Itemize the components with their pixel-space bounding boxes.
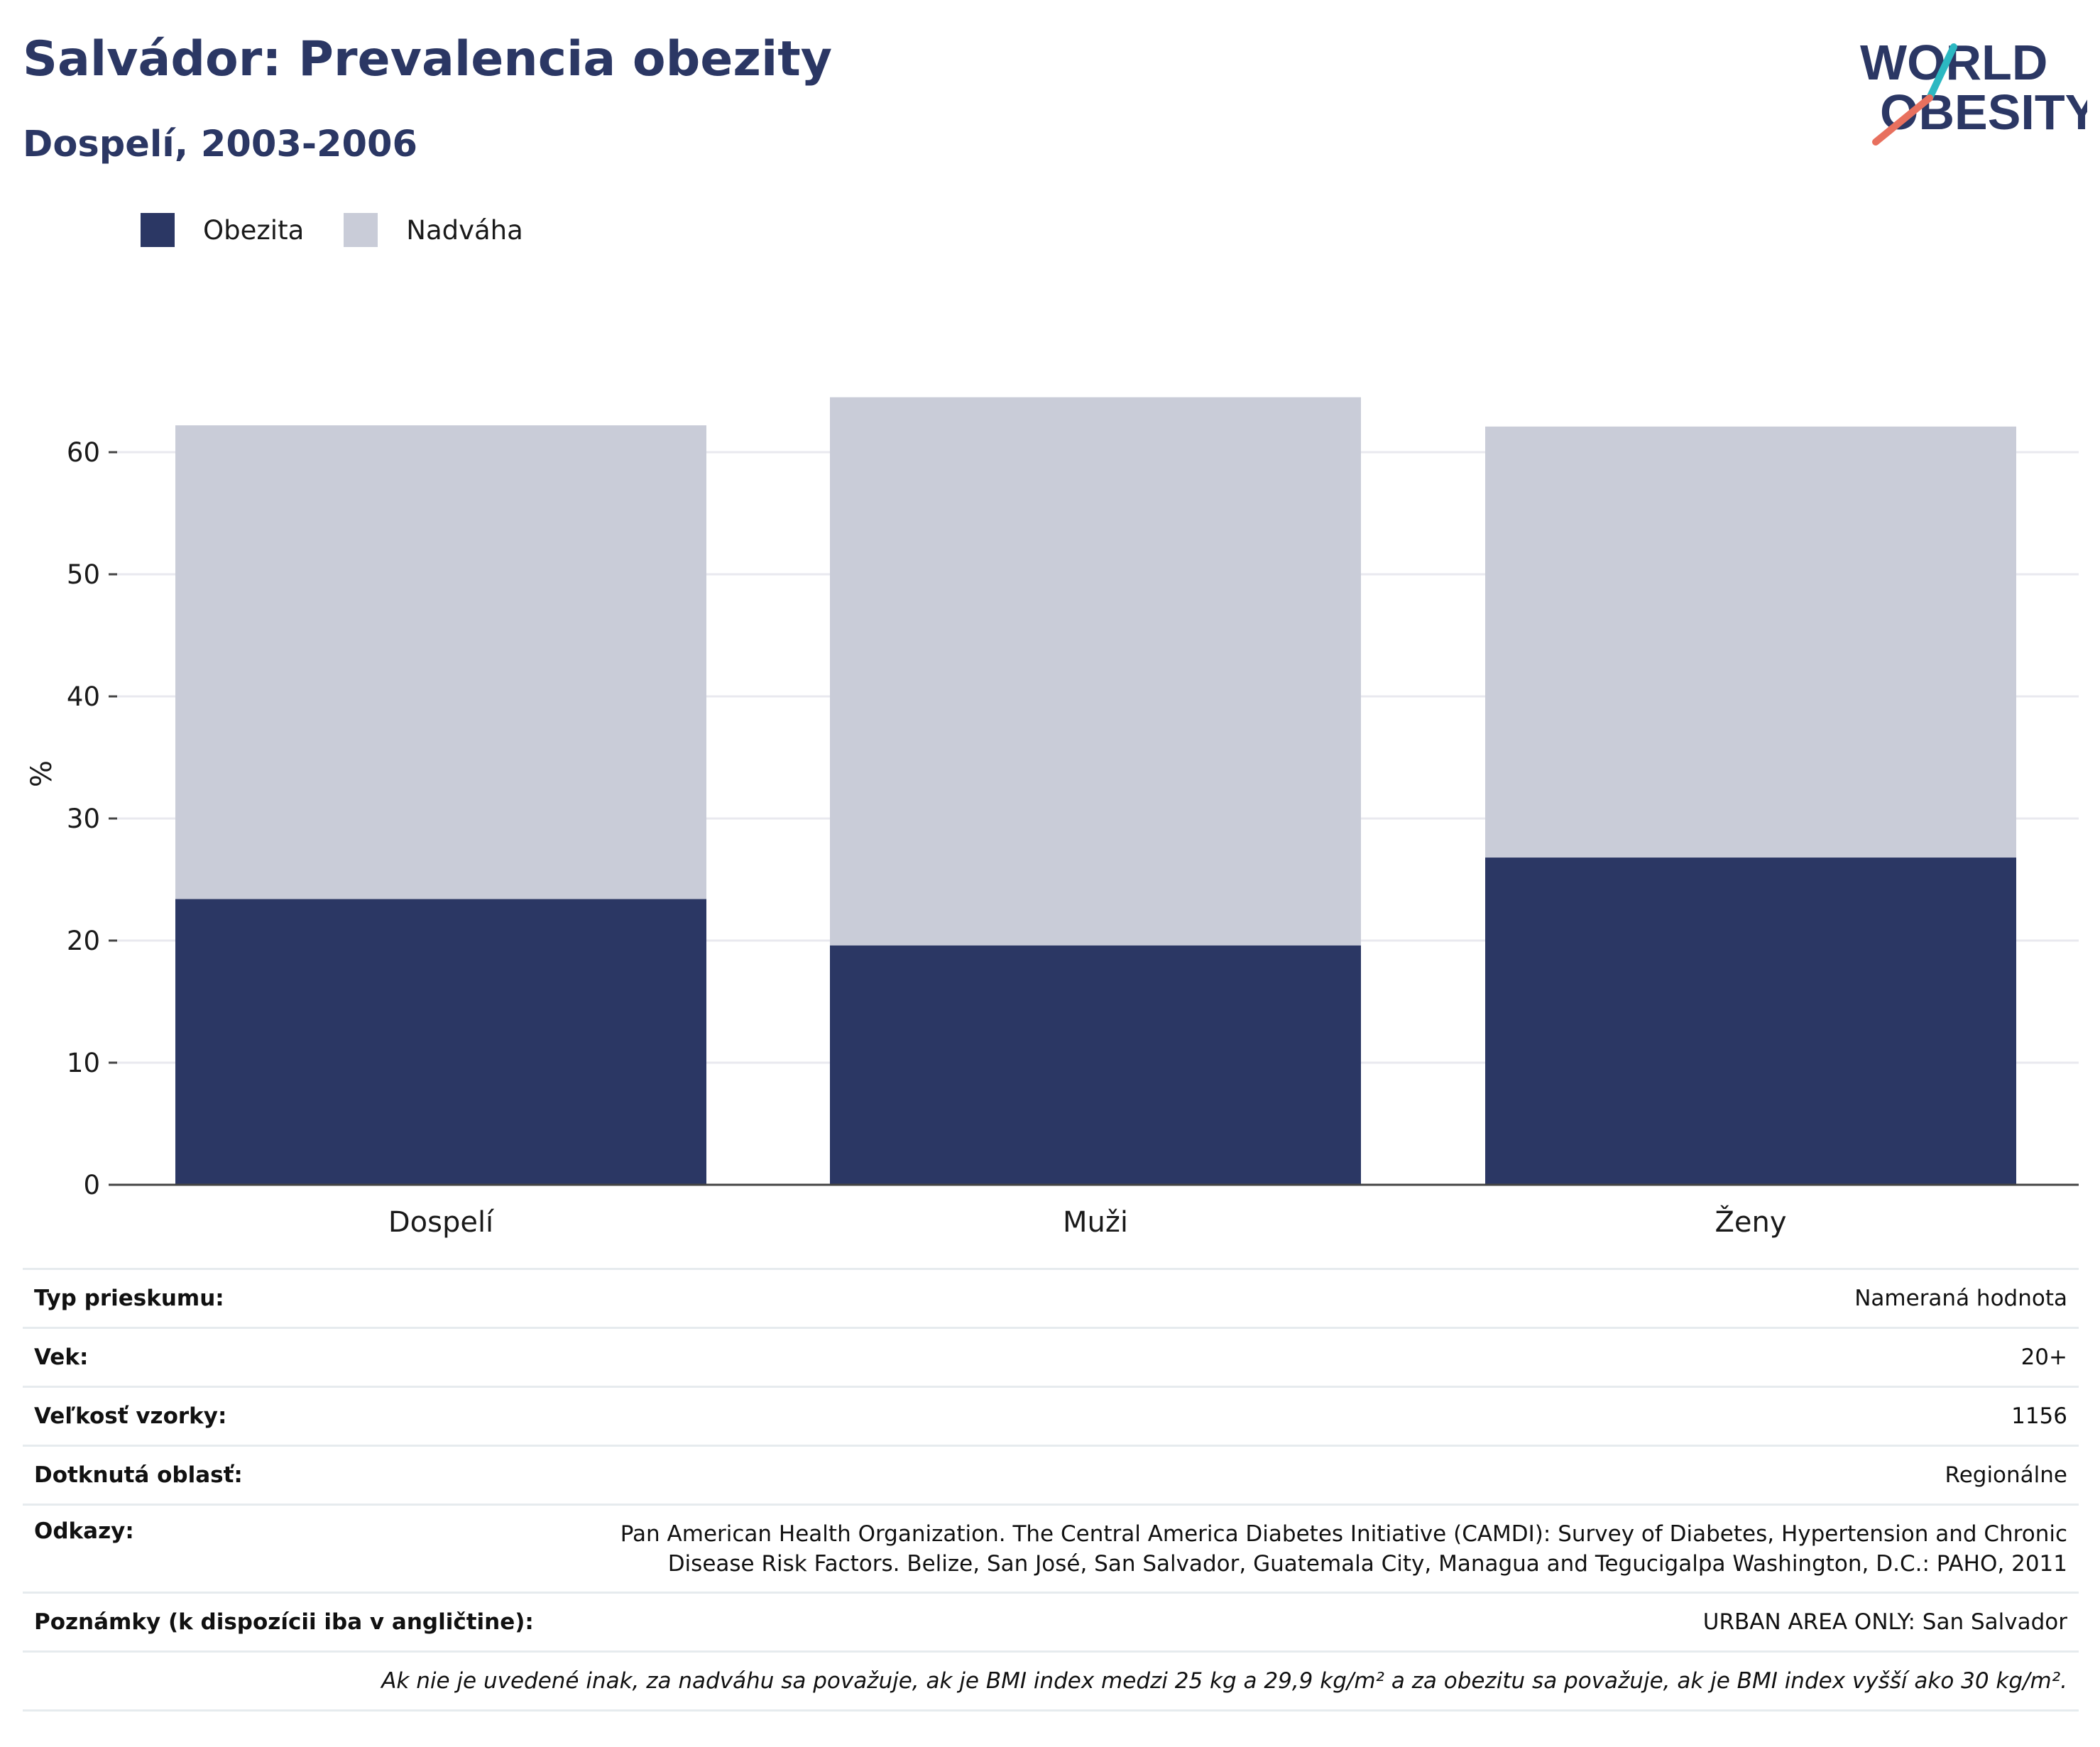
info-value-sample: 1156 <box>562 1386 2079 1446</box>
info-row-notes: Poznámky (k dispozícii iba v angličtine)… <box>23 1592 2079 1652</box>
survey-info-table: Typ prieskumu: Nameraná hodnota Vek: 20+… <box>23 1268 2079 1712</box>
y-tick-label-50: 50 <box>67 559 100 590</box>
info-refs-line-1: Pan American Health Organization. The Ce… <box>620 1521 2067 1547</box>
info-row-area: Dotknutá oblasť: Regionálne <box>23 1445 2079 1505</box>
chart-title: Salvádor: Prevalencia obezity <box>23 31 833 87</box>
chart-legend: Obezita Nadváha <box>141 210 563 250</box>
y-tick-label-0: 0 <box>83 1170 100 1200</box>
y-tick-label-60: 60 <box>67 437 100 468</box>
y-tick-label-20: 20 <box>67 926 100 956</box>
bar-obesity-1 <box>175 899 706 1185</box>
info-value-survey-type: Nameraná hodnota <box>562 1268 2079 1328</box>
x-tick-label-2: Muži <box>1063 1206 1128 1239</box>
y-tick-label-10: 10 <box>67 1048 100 1078</box>
world-obesity-logo: WORLD OBESITY <box>1860 35 2087 146</box>
footnote-text: Ak nie je uvedené inak, za nadváhu sa po… <box>23 1650 2079 1712</box>
bar-overweight-1 <box>175 425 706 899</box>
bar-obesity-2 <box>830 945 1361 1185</box>
info-row-refs: Odkazy: Pan American Health Organization… <box>23 1504 2079 1593</box>
legend-swatch-overweight <box>344 213 378 247</box>
info-row-survey-type: Typ prieskumu: Nameraná hodnota <box>23 1268 2079 1328</box>
info-label-area: Dotknutá oblasť: <box>23 1445 562 1505</box>
x-tick-label-1: Dospelí <box>388 1206 495 1239</box>
bar-chart: 0 10 20 30 40 50 60% Dospelí Muži Ženy <box>26 397 2079 1239</box>
legend-swatch-obesity <box>141 213 175 247</box>
chart-subtitle: Dospelí, 2003-2006 <box>23 124 417 165</box>
info-value-refs: Pan American Health Organization. The Ce… <box>562 1504 2079 1593</box>
legend-label-overweight: Nadváha <box>406 214 523 246</box>
logo-slash-teal <box>1926 43 1957 102</box>
bar-overweight-2 <box>830 397 1361 946</box>
info-row-sample: Veľkosť vzorky: 1156 <box>23 1386 2079 1446</box>
legend-label-obesity: Obezita <box>203 214 305 246</box>
y-axis-label: % <box>26 760 58 787</box>
info-refs-line-2: Disease Risk Factors. Belize, San José, … <box>667 1550 2067 1577</box>
bar-obesity-3 <box>1485 858 2016 1185</box>
legend-item-overweight[interactable]: Nadváha <box>344 213 523 247</box>
info-label-notes: Poznámky (k dispozícii iba v angličtine)… <box>23 1592 562 1652</box>
info-label-age: Vek: <box>23 1327 562 1387</box>
y-tick-label-30: 30 <box>67 804 100 834</box>
x-tick-label-3: Ženy <box>1715 1205 1786 1239</box>
bar-overweight-3 <box>1485 426 2016 858</box>
info-value-notes: URBAN AREA ONLY: San Salvador <box>562 1592 2079 1652</box>
y-tick-label-40: 40 <box>67 681 100 712</box>
info-label-survey-type: Typ prieskumu: <box>23 1268 562 1328</box>
info-row-age: Vek: 20+ <box>23 1327 2079 1387</box>
info-label-refs: Odkazy: <box>23 1504 562 1593</box>
legend-item-obesity[interactable]: Obezita <box>141 213 304 247</box>
info-value-area: Regionálne <box>562 1445 2079 1505</box>
info-value-age: 20+ <box>562 1327 2079 1387</box>
info-label-sample: Veľkosť vzorky: <box>23 1386 562 1446</box>
logo-slash-coral <box>1872 94 1933 146</box>
info-row-footnote: Ak nie je uvedené inak, za nadváhu sa po… <box>23 1650 2079 1712</box>
